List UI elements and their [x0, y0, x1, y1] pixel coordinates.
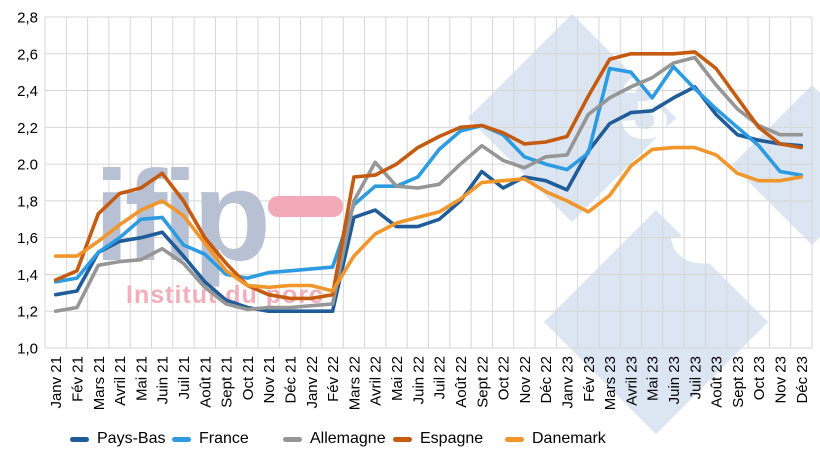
x-tick-label: Mai 22	[389, 356, 406, 401]
x-tick-label: Mars 23	[602, 356, 619, 410]
x-tick-label: Mai 23	[645, 356, 662, 401]
x-tick-label: Août 22	[453, 356, 470, 408]
x-tick-label: Juin 22	[410, 356, 427, 404]
x-tick-label: Déc 21	[283, 356, 300, 404]
series-line-pays-bas	[53, 85, 804, 314]
x-tick-label: Fév 22	[325, 356, 342, 402]
y-tick-label: 1,8	[17, 193, 38, 210]
y-tick-label: 2,2	[17, 120, 38, 137]
watermark-brand-text: ifip	[94, 145, 266, 288]
x-tick-label: Nov 22	[517, 356, 534, 404]
x-tick-label: Avril 22	[368, 356, 385, 406]
x-tick-label: Janv 21	[48, 356, 65, 409]
x-tick-label: Déc 22	[538, 356, 555, 404]
x-tick-label: Sept 21	[219, 356, 236, 408]
x-tick-label: Sept 22	[474, 356, 491, 408]
x-tick-label: Juin 21	[155, 356, 172, 404]
x-tick-label: Sept 23	[730, 356, 747, 408]
x-tick-label: Nov 23	[773, 356, 790, 404]
y-tick-label: 1,2	[17, 304, 38, 321]
x-tick-label: Oct 21	[240, 356, 257, 400]
x-tick-label: Nov 21	[261, 356, 278, 404]
x-tick-label: Janv 23	[559, 356, 576, 409]
y-tick-label: 2,6	[17, 46, 38, 63]
x-tick-label: Août 23	[709, 356, 726, 408]
x-tick-label: Oct 23	[751, 356, 768, 400]
x-tick-label: Août 21	[197, 356, 214, 408]
y-tick-label: 1,6	[17, 230, 38, 247]
series-lines	[53, 50, 804, 314]
series-line-france	[53, 64, 804, 284]
y-tick-label: 2,4	[17, 83, 38, 100]
series-line-espagne	[53, 50, 804, 301]
x-tick-label: Avril 23	[623, 356, 640, 406]
x-tick-label: Fév 21	[69, 356, 86, 402]
watermark-diamond	[544, 210, 768, 434]
watermark-diamonds	[468, 14, 820, 434]
y-tick-label: 1,0	[17, 341, 38, 358]
series-line-allemagne	[53, 55, 804, 314]
x-tick-label: Juil 23	[687, 356, 704, 399]
watermark-dash	[268, 196, 343, 217]
x-tick-label: Mai 21	[133, 356, 150, 401]
y-tick-label: 2,8	[17, 10, 38, 27]
x-tick-label: Janv 22	[304, 356, 321, 409]
x-tick-label: Juil 21	[176, 356, 193, 399]
x-tick-label: Mars 21	[91, 356, 108, 410]
x-tick-label: Mars 22	[346, 356, 363, 410]
x-tick-label: Fév 23	[581, 356, 598, 402]
x-tick-label: Avril 21	[112, 356, 129, 406]
x-tick-label: Juin 23	[666, 356, 683, 404]
x-tick-label: Oct 22	[496, 356, 513, 400]
watermark-diamond	[468, 14, 676, 222]
x-tick-label: Déc 23	[794, 356, 811, 404]
watermark-digit-small: 3	[620, 58, 670, 158]
series-line-danemark	[53, 145, 804, 293]
y-tick-label: 1,4	[17, 267, 38, 284]
x-tick-label: Juil 22	[432, 356, 449, 399]
y-tick-label: 2.0	[17, 157, 38, 174]
